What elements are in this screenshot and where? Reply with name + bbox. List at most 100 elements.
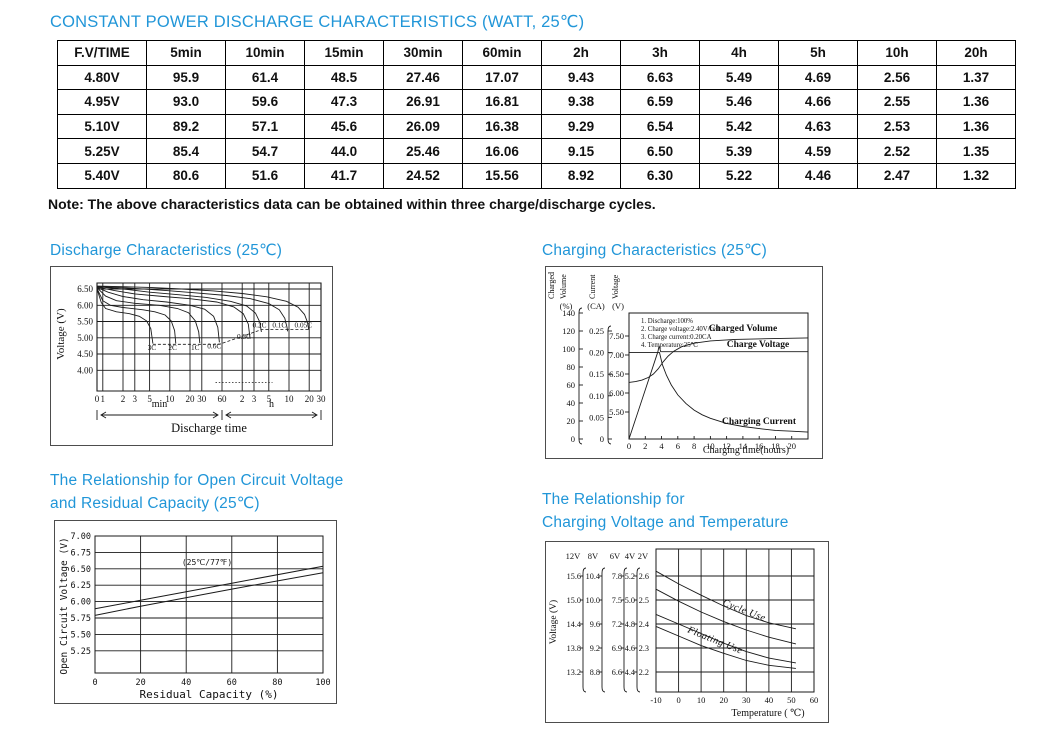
chart-note: 3. Charge current:0.20CA bbox=[641, 334, 712, 341]
table-cell: 25.46 bbox=[383, 138, 463, 164]
curve-2C bbox=[96, 288, 177, 344]
chart-note: 1. Discharge:100% bbox=[641, 318, 693, 325]
curve-label: 0.6C bbox=[207, 341, 221, 350]
curve-label: 0.3C bbox=[237, 332, 251, 341]
y-tick-label: 6.50 bbox=[77, 284, 93, 294]
table-cell: 6.50 bbox=[620, 138, 700, 164]
table-cell: 1.37 bbox=[936, 64, 1016, 91]
scale-tick-label: 4.8 bbox=[625, 620, 635, 629]
y-tick-label: 7.00 bbox=[71, 532, 91, 542]
table-cell: 4.69 bbox=[778, 64, 858, 91]
arrow-head bbox=[100, 411, 107, 419]
temp-chart-box: -10 0 10 20 30 40 50 60 12V 8V 6V 4V 2V 15.6 10.4 7.8 5.… bbox=[545, 541, 829, 723]
table-cell: 6.30 bbox=[620, 162, 700, 189]
scale-tick-label: 10.0 bbox=[586, 596, 600, 605]
table-cell: 2.52 bbox=[857, 138, 937, 164]
curve-charge-voltage bbox=[628, 345, 808, 440]
scale-col-header: 12V bbox=[566, 551, 582, 561]
x-tick-label: 30 bbox=[742, 695, 751, 705]
scale-tick-label: 6.6 bbox=[612, 668, 622, 677]
table-cell: 16.06 bbox=[462, 138, 542, 164]
table-cell: 5.46 bbox=[699, 89, 779, 115]
ca-tick-label: 0.25 bbox=[589, 326, 604, 336]
table-row: 5.10V 89.2 57.1 45.6 26.09 16.38 9.29 6.54 5.42 4… bbox=[57, 113, 1016, 140]
curve-cycle-upper bbox=[655, 570, 796, 630]
x-unit-h: h bbox=[269, 399, 274, 410]
table-cell: 2.55 bbox=[857, 89, 937, 115]
curve-0.3C bbox=[96, 286, 251, 338]
y-tick-label: 6.25 bbox=[71, 581, 91, 591]
y-tick-label: 5.75 bbox=[71, 614, 91, 624]
x-tick-label: 3 bbox=[252, 394, 257, 404]
axis-title: Volume bbox=[559, 274, 568, 299]
table-cell: 44.0 bbox=[304, 138, 384, 164]
table-cell: 45.6 bbox=[304, 113, 384, 140]
table-header-cell: F.V/TIME bbox=[57, 40, 147, 66]
table-cell: 47.3 bbox=[304, 89, 384, 115]
curve-lower bbox=[94, 572, 324, 616]
x-tick-label: 4 bbox=[659, 441, 664, 451]
charging-chart-box: Charged Volume Current Voltage (%) (CA) (V) 140… bbox=[545, 266, 823, 459]
y-tick-label: 5.50 bbox=[77, 317, 93, 327]
axis-bracket bbox=[578, 307, 583, 445]
table-cell: 4.66 bbox=[778, 89, 858, 115]
x-tick-label: -10 bbox=[650, 695, 661, 705]
x-tick-label: 3 bbox=[133, 394, 138, 404]
x-tick-label: 6 bbox=[676, 441, 680, 451]
axis-title: Charged bbox=[547, 272, 556, 299]
table-header-cell: 60min bbox=[462, 40, 542, 66]
y-tick-label: 4.50 bbox=[77, 349, 93, 359]
table-cell: 8.92 bbox=[541, 162, 621, 189]
x-tick-label: 30 bbox=[197, 394, 207, 404]
curve-label: Charging Current bbox=[722, 417, 797, 427]
curve-0.05C bbox=[96, 285, 310, 330]
ca-tick-label: 0.10 bbox=[589, 391, 604, 401]
scale-tick-label: 7.5 bbox=[612, 596, 622, 605]
ocv-chart-heading: The Relationship for Open Circuit Voltag… bbox=[50, 470, 343, 515]
x-tick-label: 0 bbox=[676, 695, 680, 705]
x-tick-label: 40 bbox=[181, 678, 191, 688]
v-tick-label: 5.50 bbox=[609, 407, 624, 417]
table-cell: 9.38 bbox=[541, 89, 621, 115]
ca-tick-label: 0.20 bbox=[589, 348, 604, 358]
pct-tick-label: 0 bbox=[571, 434, 575, 444]
table-cell: 89.2 bbox=[146, 113, 226, 140]
table-header-cell: 20h bbox=[936, 40, 1016, 66]
x-tick-label: 0 bbox=[627, 441, 631, 451]
scale-tick-label: 9.2 bbox=[590, 644, 600, 653]
curve-label: Charged Volume bbox=[709, 324, 777, 334]
table-cell: 5.49 bbox=[699, 64, 779, 91]
axis-bracket bbox=[601, 567, 606, 693]
axis-unit: (CA) bbox=[587, 301, 605, 311]
scale-tick-label: 2.5 bbox=[639, 596, 649, 605]
axis-bracket bbox=[582, 567, 587, 693]
x-tick-label: 20 bbox=[719, 695, 728, 705]
table-cell: 2.47 bbox=[857, 162, 937, 189]
scale-tick-label: 2.4 bbox=[639, 620, 649, 629]
temp-heading-line2: Charging Voltage and Temperature bbox=[542, 513, 789, 531]
arrow-head bbox=[225, 411, 232, 419]
arrow-head bbox=[212, 411, 219, 419]
x-tick-label: 14 bbox=[739, 441, 748, 451]
table-header-cell: 30min bbox=[383, 40, 463, 66]
table-header-cell: 10h bbox=[857, 40, 937, 66]
v-tick-label: 7.50 bbox=[609, 331, 624, 341]
table-row-label: 4.80V bbox=[57, 64, 147, 91]
table-header-cell: 2h bbox=[541, 40, 621, 66]
chart-note: 2. Charge voltage:2.40V/cell bbox=[641, 326, 720, 333]
axis-bracket bbox=[636, 567, 641, 693]
x-tick-label: 80 bbox=[272, 678, 282, 688]
curve-label: Charge Voltage bbox=[727, 340, 790, 350]
cutoff-dashed-line bbox=[152, 329, 309, 345]
x-tick-label: 30 bbox=[317, 394, 327, 404]
discharge-chart-heading: Discharge Characteristics (25℃) bbox=[50, 242, 283, 259]
table-header-cell: 15min bbox=[304, 40, 384, 66]
x-tick-label: 5 bbox=[267, 394, 272, 404]
scale-tick-label: 15.0 bbox=[567, 596, 581, 605]
axis-bracket bbox=[607, 325, 612, 445]
ca-tick-label: 0.15 bbox=[589, 369, 604, 379]
arrow-head bbox=[311, 411, 318, 419]
table-header-cell: 4h bbox=[699, 40, 779, 66]
table-body: 4.80V 95.9 61.4 48.5 27.46 17.07 9.43 6.63 5.49 4… bbox=[57, 64, 1016, 189]
x-axis-title: Temperature ( ℃) bbox=[731, 708, 804, 719]
